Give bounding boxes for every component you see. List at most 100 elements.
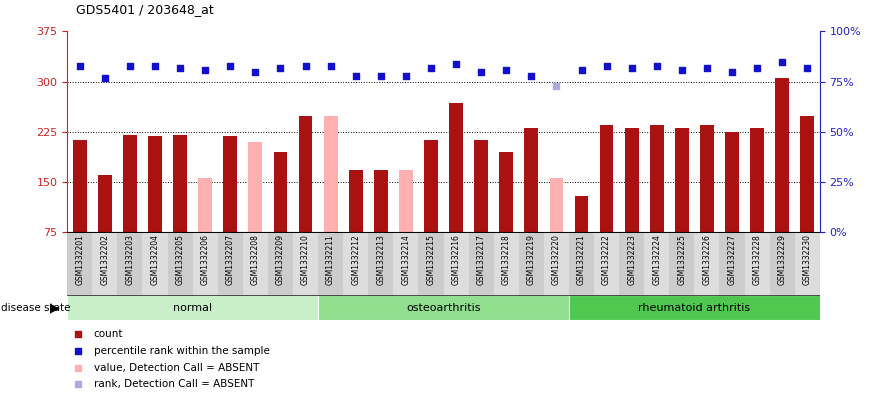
Text: rheumatoid arthritis: rheumatoid arthritis (638, 303, 751, 312)
Text: GSM1332204: GSM1332204 (151, 234, 159, 285)
Point (574, 66, 589, 73)
Bar (474, 140, 488, 232)
Text: GSM1332212: GSM1332212 (351, 234, 360, 285)
Point (223, 62, 237, 69)
Bar (675, 128, 689, 232)
Point (725, 68, 739, 75)
Point (374, 72, 388, 79)
Text: GSM1332223: GSM1332223 (627, 234, 636, 285)
Text: GSM1332216: GSM1332216 (452, 234, 461, 285)
Point (650, 62, 664, 69)
Point (549, 83, 564, 89)
Bar (750, 128, 764, 232)
Bar (298, 116, 313, 232)
Point (123, 62, 137, 69)
Bar (293, 232, 318, 310)
Bar (123, 135, 137, 232)
Point (72, 331, 86, 337)
Point (98, 74, 112, 81)
Point (173, 64, 187, 71)
Point (599, 62, 614, 69)
Text: percentile rank within the sample: percentile rank within the sample (93, 346, 270, 356)
Bar (193, 232, 218, 310)
Point (323, 62, 338, 69)
Bar (418, 232, 444, 310)
Point (625, 64, 639, 71)
Bar (323, 116, 338, 232)
Text: GSM1332205: GSM1332205 (176, 234, 185, 285)
Text: GSM1332221: GSM1332221 (577, 234, 586, 285)
Bar (349, 170, 363, 232)
Bar (73, 140, 87, 232)
Text: GSM1332222: GSM1332222 (602, 234, 611, 285)
Bar (619, 232, 644, 310)
Bar (469, 232, 494, 310)
Bar (67, 295, 318, 320)
Text: GSM1332207: GSM1332207 (226, 234, 235, 285)
Bar (625, 128, 639, 232)
Text: rank, Detection Call = ABSENT: rank, Detection Call = ABSENT (93, 379, 254, 389)
Bar (795, 232, 820, 310)
Text: GSM1332229: GSM1332229 (778, 234, 787, 285)
Text: GSM1332220: GSM1332220 (552, 234, 561, 285)
Text: GSM1332225: GSM1332225 (677, 234, 686, 285)
Bar (669, 232, 694, 310)
Text: GSM1332214: GSM1332214 (401, 234, 410, 285)
Point (675, 66, 689, 73)
Text: GSM1332208: GSM1332208 (251, 234, 260, 285)
Point (72, 348, 86, 354)
Text: value, Detection Call = ABSENT: value, Detection Call = ABSENT (93, 363, 259, 373)
Text: GSM1332215: GSM1332215 (426, 234, 435, 285)
Point (499, 66, 513, 73)
Bar (494, 232, 519, 310)
Bar (745, 232, 770, 310)
Text: GDS5401 / 203648_at: GDS5401 / 203648_at (76, 3, 214, 16)
Bar (700, 125, 714, 232)
Point (449, 61, 463, 67)
Text: GSM1332209: GSM1332209 (276, 234, 285, 285)
Point (524, 72, 538, 79)
Bar (223, 136, 237, 232)
Bar (173, 135, 187, 232)
Text: GSM1332227: GSM1332227 (728, 234, 737, 285)
Text: GSM1332213: GSM1332213 (376, 234, 385, 285)
Text: GSM1332217: GSM1332217 (477, 234, 486, 285)
Bar (393, 232, 418, 310)
Point (474, 68, 488, 75)
Bar (449, 103, 463, 232)
Bar (424, 140, 438, 232)
Point (775, 58, 789, 64)
Point (800, 64, 814, 71)
Bar (92, 232, 117, 310)
Bar (374, 170, 388, 232)
Text: GSM1332211: GSM1332211 (326, 234, 335, 285)
Text: count: count (93, 329, 123, 339)
Bar (650, 125, 664, 232)
Point (248, 68, 263, 75)
Point (198, 66, 212, 73)
Point (73, 62, 87, 69)
Point (148, 62, 162, 69)
Point (349, 72, 363, 79)
Text: GSM1332201: GSM1332201 (75, 234, 84, 285)
Text: GSM1332206: GSM1332206 (201, 234, 210, 285)
Bar (569, 232, 594, 310)
Point (399, 72, 413, 79)
Bar (318, 295, 569, 320)
Point (750, 64, 764, 71)
Text: ▶: ▶ (50, 301, 60, 314)
Text: GSM1332210: GSM1332210 (301, 234, 310, 285)
Text: GSM1332228: GSM1332228 (753, 234, 762, 285)
Bar (368, 232, 393, 310)
Bar (544, 232, 569, 310)
Bar (399, 170, 413, 232)
Bar (444, 232, 469, 310)
Bar (719, 232, 745, 310)
Text: GSM1332224: GSM1332224 (652, 234, 661, 285)
Bar (694, 232, 719, 310)
Bar (142, 232, 168, 310)
Point (700, 64, 714, 71)
Bar (343, 232, 368, 310)
Bar (599, 125, 614, 232)
Bar (800, 116, 814, 232)
